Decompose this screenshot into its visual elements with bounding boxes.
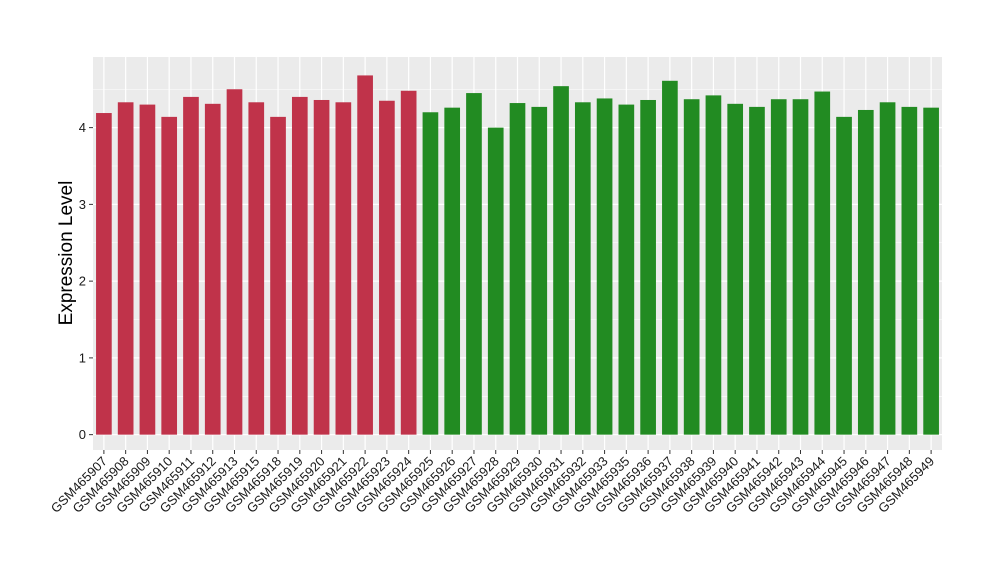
- bar: [879, 102, 896, 435]
- bar: [662, 80, 678, 435]
- bar: [727, 103, 744, 435]
- bar: [792, 99, 809, 435]
- bar: [444, 107, 461, 435]
- bar: [96, 113, 112, 435]
- bar: [901, 106, 918, 435]
- bar: [531, 106, 548, 435]
- bar: [618, 104, 635, 435]
- bar: [574, 102, 591, 435]
- y-tick-label: 0: [79, 427, 86, 442]
- bar: [553, 86, 569, 435]
- bar: [226, 89, 243, 435]
- y-tick-label: 2: [79, 274, 86, 289]
- bar: [683, 99, 700, 435]
- y-axis-ticks: 0 1 2 3 4: [79, 120, 93, 442]
- bar: [248, 102, 265, 435]
- bar: [814, 91, 831, 435]
- bar: [705, 95, 722, 435]
- bar: [509, 103, 526, 435]
- bar: [357, 75, 373, 435]
- bar: [139, 104, 156, 435]
- bar: [161, 116, 178, 435]
- bar: [640, 99, 656, 435]
- x-axis-ticks: GSM465907GSM465908GSM465909GSM465910GSM4…: [48, 450, 937, 516]
- bar: [270, 116, 286, 435]
- bar: [857, 109, 874, 435]
- y-tick-label: 1: [79, 350, 86, 365]
- bar: [487, 127, 504, 435]
- bar: [117, 102, 134, 435]
- bar: [596, 98, 613, 435]
- bar: [466, 93, 482, 435]
- bar: [183, 96, 199, 435]
- bars: [96, 75, 939, 435]
- bar: [313, 99, 330, 435]
- bar: [291, 96, 308, 435]
- bar: [749, 106, 765, 435]
- bar: [400, 90, 417, 435]
- bar: [204, 103, 221, 435]
- bar: [923, 107, 939, 435]
- bar: [422, 112, 439, 435]
- bar: [770, 99, 787, 435]
- y-tick-label: 3: [79, 197, 86, 212]
- bar: [379, 100, 395, 435]
- bar: [335, 102, 352, 435]
- y-axis-title: Expression Level: [56, 181, 77, 326]
- y-tick-label: 4: [79, 120, 86, 135]
- bar: [836, 116, 852, 435]
